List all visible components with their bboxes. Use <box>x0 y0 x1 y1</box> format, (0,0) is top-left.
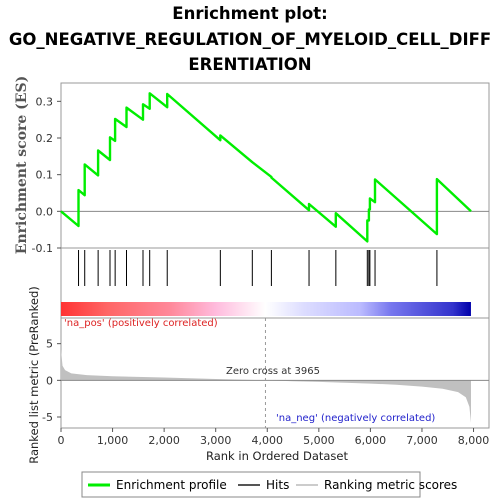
es-y-tick-label: 0.0 <box>36 205 54 218</box>
es-y-tick-label: 0.2 <box>36 132 54 145</box>
x-tick-label: 8,000 <box>458 434 490 447</box>
x-tick-label: 6,000 <box>355 434 387 447</box>
pos-correlated-label: 'na_pos' (positively correlated) <box>64 318 218 329</box>
legend-label: Ranking metric scores <box>324 478 457 492</box>
es-y-tick-label: -0.1 <box>32 242 53 255</box>
es-y-tick-label: 0.3 <box>36 95 54 108</box>
es-y-axis: -0.1 0.0 0.1 0.2 0.3 <box>32 95 61 255</box>
x-tick-label: 5,000 <box>303 434 335 447</box>
x-tick-label: 0 <box>58 434 65 447</box>
es-profile <box>60 92 472 243</box>
zero-cross-label: Zero cross at 3965 <box>226 366 320 377</box>
x-tick-label: 7,000 <box>406 434 438 447</box>
neg-correlated-label: 'na_neg' (negatively correlated) <box>276 413 435 424</box>
metric-y-axis-label: Ranked list metric (PreRanked) <box>27 286 41 464</box>
x-axis-label: Rank in Ordered Dataset <box>206 449 349 463</box>
metric-area <box>61 318 489 428</box>
metric-y-tick-label: 5 <box>46 338 53 351</box>
x-tick-label: 4,000 <box>252 434 284 447</box>
legend-label: Enrichment profile <box>116 478 227 492</box>
colorbar-rect <box>61 302 471 316</box>
legend: Enrichment profile Hits Ranking metric sco… <box>88 478 457 492</box>
metric-y-tick-label: -5 <box>42 411 53 424</box>
x-tick-label: 2,000 <box>148 434 180 447</box>
metric-y-axis: -5 0 5 <box>42 338 61 424</box>
metric-y-tick-label: 0 <box>46 374 53 387</box>
x-tick-label: 3,000 <box>200 434 232 447</box>
x-axis: 0 1,000 2,000 3,000 4,000 5,000 6,000 7,000 8,00… <box>58 428 490 447</box>
title-line-2: GO_NEGATIVE_REGULATION_OF_MYELOID_CELL_D… <box>9 30 491 49</box>
title-line-3: ERENTIATION <box>188 55 311 74</box>
title-line-1: Enrichment plot: <box>172 4 327 23</box>
legend-label: Hits <box>266 478 289 492</box>
metric-panel-frame <box>60 317 490 429</box>
es-y-tick-label: 0.1 <box>36 169 54 182</box>
es-y-axis-label: Enrichment score (ES) <box>14 76 30 254</box>
rank-color-bar <box>61 302 471 316</box>
hit-marks <box>78 250 438 286</box>
x-tick-label: 1,000 <box>97 434 129 447</box>
es-profile-line <box>60 92 472 243</box>
